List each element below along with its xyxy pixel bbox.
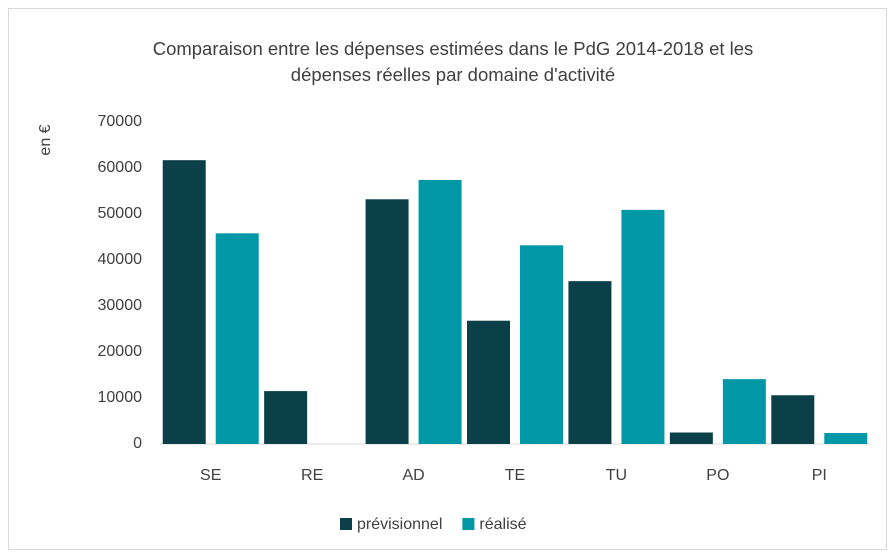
y-tick-label: 50000 [98,205,143,222]
legend-swatch [462,518,475,530]
bar [568,281,612,444]
y-tick-label: 40000 [98,251,143,268]
y-axis-label: en € [37,124,54,155]
y-tick-label: 10000 [98,389,143,406]
y-tick-label: 0 [133,435,142,452]
bar [215,233,259,444]
bar [669,432,713,444]
x-tick-label: SE [200,467,221,484]
x-tick-label: PI [812,467,827,484]
bar [365,199,409,444]
x-tick-label: RE [301,467,323,484]
y-tick-label: 30000 [98,297,143,314]
x-tick-label: TU [606,467,627,484]
y-tick-label: 20000 [98,343,143,360]
bar [722,379,766,444]
chart-title: Comparaison entre les dépenses estimées … [152,38,754,85]
bar [418,179,462,444]
y-tick-label: 60000 [98,159,143,176]
legend-label: prévisionnel [357,516,442,533]
legend-label: réalisé [479,516,526,533]
bar [162,160,206,444]
bar [621,209,665,444]
bar [520,245,563,444]
bar [264,391,308,444]
bar [824,432,868,444]
bar [467,320,510,444]
x-tick-label: AD [402,467,424,484]
y-tick-label: 70000 [98,113,143,130]
legend-swatch [340,518,352,530]
x-tick-label: TE [505,467,525,484]
x-tick-label: PO [706,467,729,484]
bar [771,395,815,444]
